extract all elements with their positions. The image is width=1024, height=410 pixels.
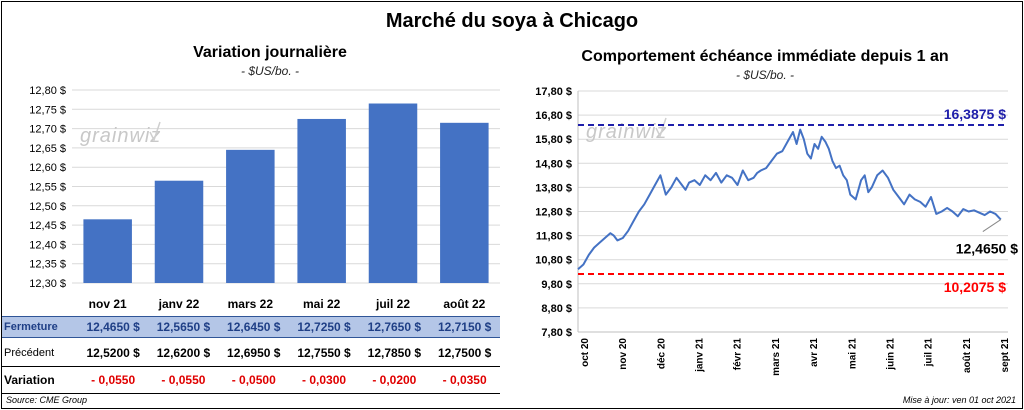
table-cell: 12,7250 $ <box>297 320 351 334</box>
x-tick-label: août 22 <box>443 297 485 311</box>
y-tick-label: 12,65 $ <box>29 143 66 155</box>
y-tick-label: 9,80 $ <box>541 279 572 291</box>
watermark-logo: grainwiz <box>80 125 161 147</box>
reference-label: 10,2075 $ <box>944 279 1006 295</box>
y-tick-label: 15,80 $ <box>535 134 572 146</box>
last-value-label: 12,4650 $ <box>956 241 1018 257</box>
bar <box>83 219 132 283</box>
table-row-variation: Variation - 0,0550 - 0,0550 - 0,0500 - 0… <box>2 369 500 391</box>
x-tick-label: juin 21 <box>885 338 896 371</box>
table-cell: 12,6950 $ <box>227 346 281 360</box>
y-tick-label: 12,35 $ <box>29 259 66 271</box>
x-tick-label: sept 21 <box>1000 338 1011 373</box>
bar <box>368 103 418 283</box>
watermark-logo: grainwiz <box>586 121 667 143</box>
y-tick-label: 10,80 $ <box>535 255 572 267</box>
x-tick-label: avr 21 <box>809 338 820 367</box>
row-label: Variation <box>4 373 55 387</box>
table-cell: 12,5650 $ <box>156 320 211 334</box>
y-tick-label: 12,55 $ <box>29 182 66 194</box>
update-note: Mise à jour: ven 01 oct 2021 <box>902 395 1016 405</box>
y-tick-label: 12,80 $ <box>29 85 66 97</box>
table-divider <box>2 366 500 367</box>
source-note: Source: CME Group <box>6 395 88 405</box>
x-tick-label: févr 21 <box>733 338 744 371</box>
x-tick-label: mai 22 <box>303 297 341 311</box>
bar-chart: 12,30 $ 12,35 $ 12,40 $ 12,45 $ 12,50 $ 12,55… <box>29 85 500 311</box>
watermark-check-icon <box>655 117 667 138</box>
bar <box>440 122 489 283</box>
y-tick-label: 14,80 $ <box>535 158 572 170</box>
y-tick-label: 11,80 $ <box>536 231 572 243</box>
table-cell: - 0,0550 <box>91 373 136 387</box>
y-tick-label: 12,45 $ <box>29 220 66 232</box>
x-tick-label: mai 21 <box>847 338 858 370</box>
y-tick-label: 12,80 $ <box>535 207 572 219</box>
table-cell: 12,7500 $ <box>437 346 492 360</box>
y-tick-label: 12,40 $ <box>29 239 66 251</box>
x-tick-label: juil 22 <box>375 297 410 311</box>
x-tick-label: mars 22 <box>228 297 274 311</box>
table-cell: 12,6450 $ <box>227 320 281 334</box>
table-cell: 12,7550 $ <box>297 346 351 360</box>
x-tick-label: nov 20 <box>618 338 629 370</box>
x-tick-label: janv 22 <box>158 297 200 311</box>
table-cell: - 0,0550 <box>161 373 206 387</box>
y-tick-label: 12,30 $ <box>29 278 66 290</box>
table-cell: - 0,0300 <box>302 373 347 387</box>
page-title: Marché du soya à Chicago <box>385 10 639 32</box>
table-row-fermeture: Fermeture 12,4650 $ 12,5650 $ 12,6450 $ … <box>2 316 500 338</box>
table-cell: - 0,0350 <box>442 373 487 387</box>
last-value-leader <box>982 219 1002 232</box>
bar-chart-subtitle: - $US/bo. - <box>240 64 300 78</box>
series-line <box>577 128 1002 271</box>
table-cell: 12,7850 $ <box>367 346 422 360</box>
table-row-precedent: Précédent 12,5200 $ 12,6200 $ 12,6950 $ … <box>2 342 500 364</box>
x-tick-label: nov 21 <box>89 297 127 311</box>
y-tick-label: 8,80 $ <box>541 303 572 315</box>
x-tick-label: août 21 <box>962 338 973 373</box>
row-label: Fermeture <box>4 321 58 333</box>
bar <box>154 180 204 283</box>
table-cell: 12,4650 $ <box>86 320 140 334</box>
y-tick-label: 7,80 $ <box>541 327 572 339</box>
x-tick-label: janv 21 <box>695 338 706 373</box>
y-tick-label: 16,80 $ <box>535 110 572 122</box>
x-tick-label: mars 21 <box>771 338 782 376</box>
y-tick-label: 17,80 $ <box>535 86 572 98</box>
y-tick-label: 12,60 $ <box>29 162 66 174</box>
table-cell: 12,7650 $ <box>367 320 422 334</box>
bar <box>226 149 275 283</box>
y-tick-label: 13,80 $ <box>535 182 572 194</box>
y-tick-label: 12,75 $ <box>29 104 66 116</box>
bar <box>297 118 346 283</box>
x-tick-label: oct 20 <box>580 338 591 367</box>
table-cell: 12,5200 $ <box>86 346 140 360</box>
reference-label: 16,3875 $ <box>944 106 1006 122</box>
table-cell: 12,7150 $ <box>437 320 492 334</box>
x-tick-label: déc 20 <box>656 338 667 370</box>
row-label: Précédent <box>4 347 55 359</box>
table-cell: - 0,0500 <box>231 373 276 387</box>
watermark-check-icon <box>149 121 161 142</box>
line-chart-title: Comportement échéance immédiate depuis 1… <box>581 48 949 65</box>
y-tick-label: 12,50 $ <box>29 201 66 213</box>
table-cell: 12,6200 $ <box>156 346 211 360</box>
table-divider <box>2 393 500 394</box>
line-chart-subtitle: - $US/bo. - <box>735 68 795 82</box>
table-cell: - 0,0200 <box>372 373 417 387</box>
bar-chart-title: Variation journalière <box>193 44 347 61</box>
x-tick-label: juil 21 <box>924 338 935 368</box>
y-tick-label: 12,70 $ <box>29 124 66 136</box>
